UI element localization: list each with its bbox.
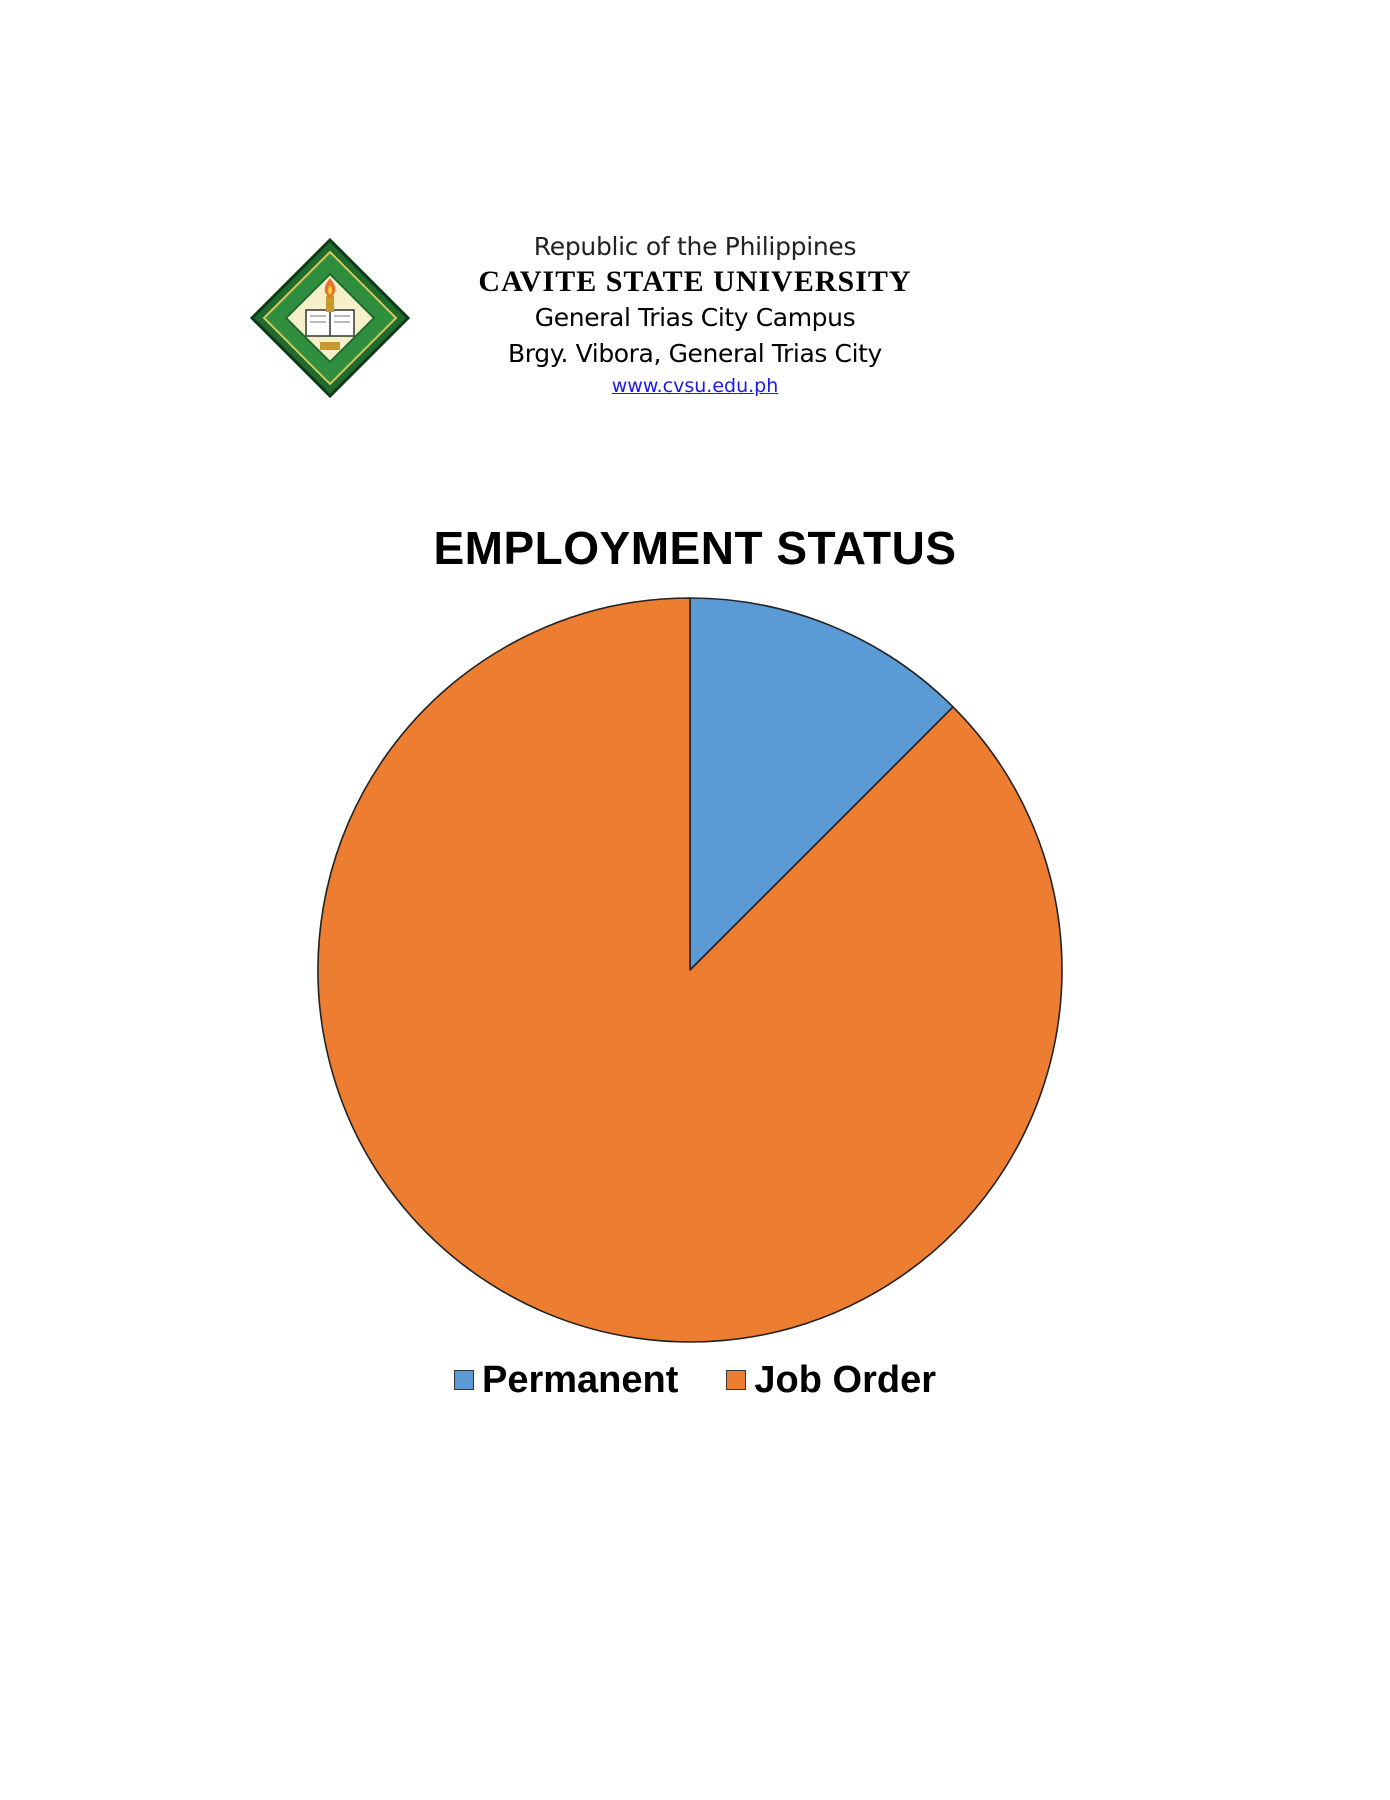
legend-swatch-job-order <box>726 1370 747 1390</box>
university-name: CAVITE STATE UNIVERSITY <box>478 265 912 298</box>
pie-slice-job-order <box>317 597 1063 1343</box>
letterhead: Republic of the Philippines CAVITE STATE… <box>0 230 1390 420</box>
university-seal-icon <box>250 238 410 398</box>
legend-swatch-permanent <box>453 1370 474 1390</box>
campus-name: General Trias City Campus <box>534 303 856 332</box>
legend-item-job-order: Job Order <box>726 1358 936 1402</box>
legend-item-permanent: Permanent <box>453 1358 679 1402</box>
country-line: Republic of the Philippines <box>533 232 857 261</box>
pie-slice-permanent <box>689 597 954 971</box>
university-seal-graphic <box>250 238 410 398</box>
chart-legend: Permanent Job Order <box>0 1358 1390 1402</box>
campus-address: Brgy. Vibora, General Trias City <box>508 339 882 368</box>
letterhead-text: Republic of the Philippines CAVITE STATE… <box>445 230 945 400</box>
legend-label-permanent: Permanent <box>481 1359 679 1401</box>
website-link[interactable]: www.cvsu.edu.ph <box>611 375 779 397</box>
pie-chart <box>317 597 1063 1343</box>
legend-label-job-order: Job Order <box>754 1359 936 1401</box>
chart-title: EMPLOYMENT STATUS <box>433 522 957 574</box>
